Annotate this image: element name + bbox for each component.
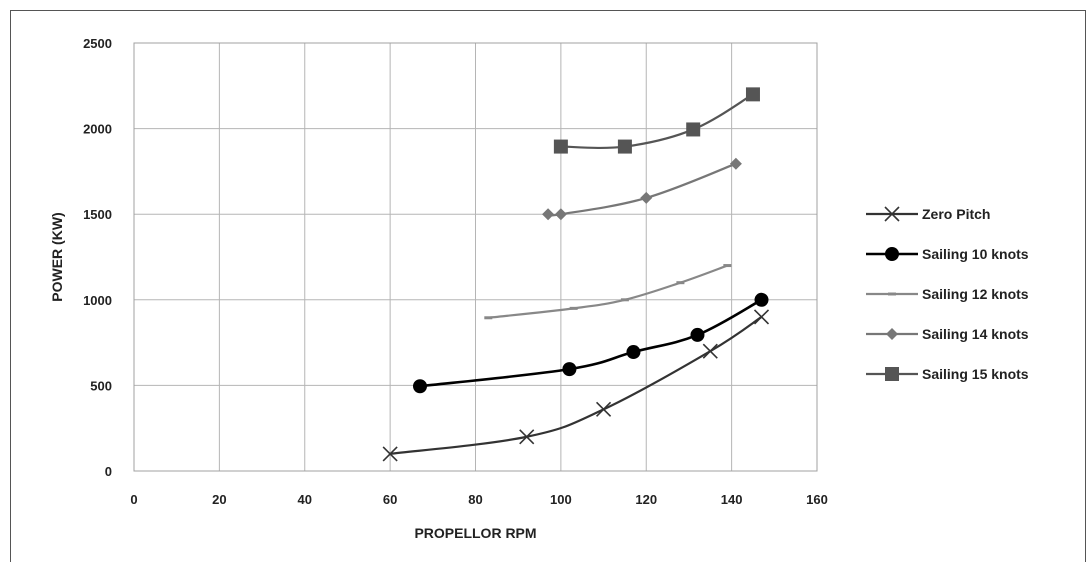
data-point [595,401,612,417]
legend-label: Zero Pitch [922,206,990,222]
legend-item: Sailing 15 knots [866,366,1029,382]
data-point [754,292,769,307]
legend-marker [885,247,899,261]
y-tick-label: 0 [105,464,112,479]
data-point [562,362,577,377]
x-tick-label: 20 [212,492,226,507]
data-point [640,191,653,204]
series-4 [542,157,742,221]
legend-label: Sailing 14 knots [922,326,1029,342]
x-tick-label: 60 [383,492,397,507]
data-point [617,139,632,154]
series-3 [484,264,732,320]
y-tick-label: 1000 [83,293,112,308]
legend-label: Sailing 12 knots [922,286,1029,302]
series-1 [382,309,770,462]
legend-marker [885,367,899,381]
data-point [413,379,428,394]
data-point [702,343,718,359]
legend-item: Sailing 10 knots [866,246,1029,262]
data-point [626,345,641,360]
data-point [554,208,567,221]
data-point [729,157,742,170]
x-tick-label: 140 [721,492,743,507]
plot-border [133,42,818,472]
data-point [542,208,555,221]
chart-frame [10,10,1086,562]
series-line [488,264,728,319]
y-axis-ticks: 0 500 1000 1500 2000 2500 [83,36,112,479]
x-tick-label: 160 [806,492,828,507]
x-tick-label: 80 [468,492,482,507]
data-point [382,446,398,462]
legend-marker [884,206,900,222]
legend-marker [886,328,898,340]
y-axis-title: POWER (KW) [49,212,65,301]
legend-item: Sailing 14 knots [866,326,1029,342]
legend-item: Sailing 12 knots [866,286,1029,302]
y-tick-label: 2500 [83,36,112,51]
data-point [753,309,770,325]
x-tick-label: 100 [550,492,572,507]
grid-lines [133,42,818,472]
legend-label: Sailing 15 knots [922,366,1029,382]
legend-label: Sailing 10 knots [922,246,1029,262]
y-tick-label: 2000 [83,122,112,137]
x-axis-title: PROPELLOR RPM [414,525,536,541]
series-group [382,87,770,462]
x-tick-label: 40 [298,492,312,507]
x-tick-label: 0 [130,492,137,507]
series-2 [413,292,769,394]
legend-item: Zero Pitch [866,206,990,222]
series-line [547,162,737,217]
series-line [419,298,763,388]
data-point [690,327,705,342]
plot-area [133,42,818,472]
legend: Zero Pitch Sailing 10 knots Sailing 12 kno… [866,206,1029,382]
x-tick-label: 120 [635,492,657,507]
series-5 [553,87,760,154]
y-tick-label: 1500 [83,207,112,222]
data-point [745,87,760,102]
data-point [686,122,701,137]
series-line [560,93,754,150]
x-axis-ticks: 0 20 40 60 80 100 120 140 160 [130,492,827,507]
y-tick-label: 500 [90,378,112,393]
data-point [519,429,535,445]
data-point [553,139,568,154]
